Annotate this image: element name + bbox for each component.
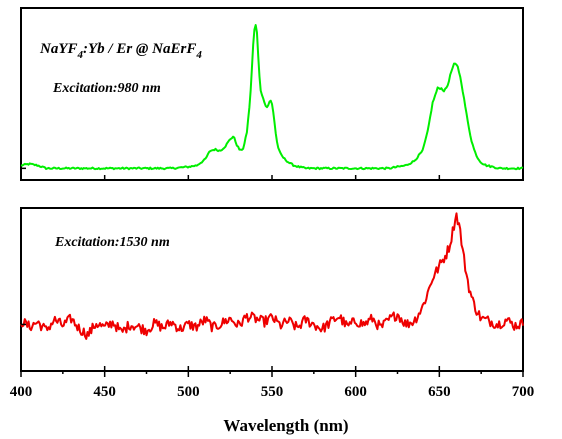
x-tick-label: 700 [512,384,535,400]
title-sub-b: 4 [195,49,202,61]
series-line-top-0 [20,24,524,171]
panel-bottom: Excitation:1530 nm [20,207,524,372]
panel-bottom-yticks [20,323,524,371]
series-top-group [20,24,524,171]
panel-bottom-annotation: Excitation:1530 nm [54,235,170,250]
title-sub-a: 4 [77,49,84,61]
x-axis: 400 450 500 550 600 650 700 [10,371,535,400]
title-formula-a: NaYF [39,41,78,57]
panel-top: NaYF4:Yb / Er @ NaErF4 Excitation:980 nm [20,7,524,181]
panel-top-annotation: Excitation:980 nm [52,81,161,96]
x-axis-label: Wavelength (nm) [223,416,348,435]
panel-top-yticks [20,167,524,180]
series-line-bottom-0 [20,212,524,340]
title-rest: :Yb / Er @ NaErF [83,41,196,57]
x-tick-label: 550 [261,384,284,400]
x-tick-label: 600 [344,384,367,400]
x-tick-label: 500 [177,384,200,400]
x-tick-label: 450 [93,384,116,400]
x-tick-label: 650 [428,384,451,400]
panel-bottom-frame [20,207,524,372]
series-bottom-group [20,212,524,340]
x-tick-label: 400 [10,384,33,400]
panel-top-title: NaYF4:Yb / Er @ NaErF4 [39,41,202,61]
